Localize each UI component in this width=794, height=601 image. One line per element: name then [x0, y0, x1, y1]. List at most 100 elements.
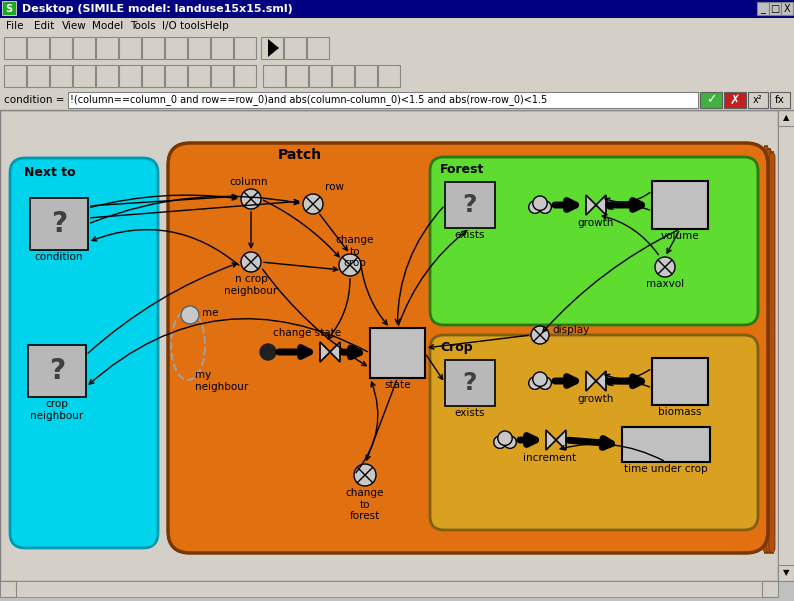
Bar — [286, 65, 308, 87]
Circle shape — [303, 194, 323, 214]
Circle shape — [504, 436, 516, 448]
Text: Crop: Crop — [440, 341, 472, 354]
Text: time under crop: time under crop — [624, 464, 707, 474]
Text: ?: ? — [49, 357, 65, 385]
Bar — [142, 37, 164, 59]
Bar — [770, 92, 790, 108]
Circle shape — [533, 372, 547, 386]
Text: display: display — [552, 325, 589, 335]
Bar — [96, 65, 118, 87]
Bar — [445, 182, 495, 228]
Text: Model: Model — [92, 21, 123, 31]
Bar — [700, 92, 722, 108]
FancyBboxPatch shape — [430, 335, 758, 530]
Circle shape — [529, 377, 542, 389]
Text: _: _ — [761, 4, 765, 14]
Bar — [27, 65, 49, 87]
Text: maxvol: maxvol — [646, 279, 684, 289]
Text: Edit: Edit — [34, 21, 54, 31]
Bar — [0, 0, 794, 18]
Circle shape — [529, 201, 542, 213]
Text: growth: growth — [578, 218, 615, 228]
Text: □: □ — [770, 4, 780, 14]
Text: Desktop (SIMILE model: landuse15x15.sml): Desktop (SIMILE model: landuse15x15.sml) — [22, 4, 293, 14]
Text: exists: exists — [455, 230, 485, 240]
Bar — [0, 581, 778, 597]
Bar — [769, 2, 781, 15]
Text: View: View — [62, 21, 87, 31]
Bar — [781, 2, 793, 15]
Bar — [96, 37, 118, 59]
Text: change state: change state — [273, 328, 341, 338]
Bar — [119, 65, 141, 87]
Text: ?: ? — [51, 210, 67, 238]
Bar — [28, 345, 86, 397]
Bar — [652, 358, 708, 405]
Text: ▼: ▼ — [783, 569, 789, 578]
FancyBboxPatch shape — [168, 143, 768, 553]
Text: Forest: Forest — [440, 163, 484, 176]
Bar — [50, 37, 72, 59]
Text: volume: volume — [661, 231, 700, 241]
Text: increment: increment — [523, 453, 576, 463]
Bar — [622, 427, 710, 462]
Text: File: File — [6, 21, 24, 31]
Text: ?: ? — [463, 371, 477, 395]
Bar — [652, 181, 708, 229]
Text: exists: exists — [455, 408, 485, 418]
Text: X: X — [784, 4, 790, 14]
Bar — [4, 65, 26, 87]
Text: !(column==column_0 and row==row_0)and abs(column-column_0)<1.5 and abs(row-row_0: !(column==column_0 and row==row_0)and ab… — [70, 94, 547, 105]
Bar — [0, 18, 794, 34]
Text: Next to: Next to — [24, 166, 75, 179]
Text: ▲: ▲ — [783, 114, 789, 123]
Bar — [119, 37, 141, 59]
Text: state: state — [384, 380, 410, 390]
Text: ✓: ✓ — [706, 94, 716, 106]
Text: I/O tools: I/O tools — [162, 21, 206, 31]
Bar — [165, 37, 187, 59]
FancyBboxPatch shape — [430, 157, 758, 325]
Text: condition =: condition = — [4, 95, 64, 105]
Bar — [0, 62, 794, 90]
Circle shape — [354, 464, 376, 486]
FancyBboxPatch shape — [10, 158, 158, 548]
Bar — [2, 1, 16, 15]
Bar — [0, 110, 778, 581]
Bar — [73, 65, 95, 87]
Text: x²: x² — [754, 95, 763, 105]
Bar — [263, 65, 285, 87]
Text: column: column — [229, 177, 268, 187]
FancyBboxPatch shape — [763, 146, 769, 553]
Text: row: row — [325, 182, 344, 192]
Bar — [27, 37, 49, 59]
Text: condition: condition — [35, 252, 83, 262]
Text: change
to
crop: change to crop — [336, 235, 374, 268]
Text: S: S — [6, 4, 13, 14]
Bar — [165, 65, 187, 87]
Text: n crop
neighbour: n crop neighbour — [225, 274, 278, 296]
Bar — [211, 65, 233, 87]
Bar — [0, 90, 794, 110]
Bar — [355, 65, 377, 87]
Circle shape — [241, 189, 261, 209]
Text: change
to
forest: change to forest — [346, 488, 384, 521]
Circle shape — [531, 326, 549, 344]
FancyBboxPatch shape — [766, 149, 772, 553]
Circle shape — [181, 306, 199, 324]
Bar — [73, 37, 95, 59]
Bar — [0, 581, 16, 597]
Bar — [261, 37, 283, 59]
Bar — [234, 37, 256, 59]
Bar — [332, 65, 354, 87]
Bar — [211, 37, 233, 59]
Bar — [748, 92, 768, 108]
Bar — [142, 65, 164, 87]
Bar — [50, 65, 72, 87]
FancyBboxPatch shape — [769, 152, 775, 553]
Text: my
neighbour: my neighbour — [195, 370, 249, 392]
Bar — [445, 360, 495, 406]
Text: Help: Help — [205, 21, 229, 31]
Polygon shape — [320, 342, 340, 362]
Text: growth: growth — [578, 394, 615, 404]
